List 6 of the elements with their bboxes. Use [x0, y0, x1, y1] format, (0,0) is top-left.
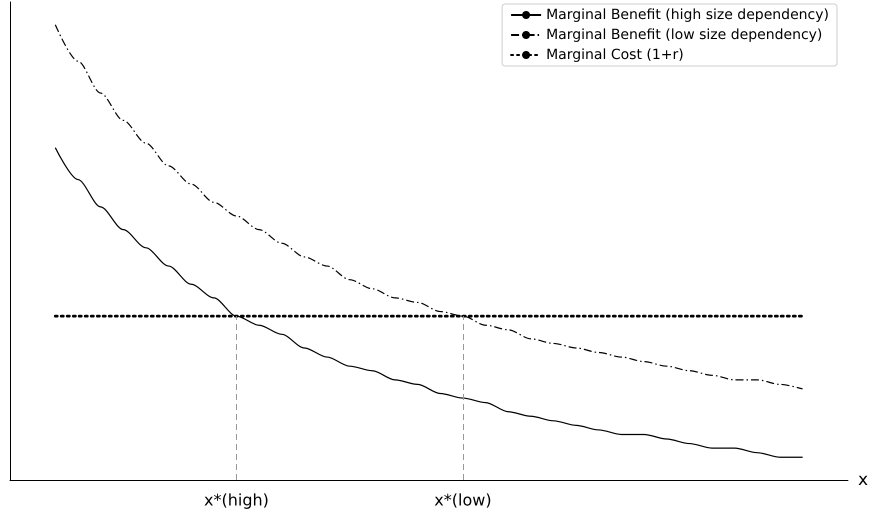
legend-label: Marginal Cost (1+r) [546, 47, 684, 63]
legend-label: Marginal Benefit (high size dependency) [546, 7, 830, 23]
x-axis-title: x [858, 470, 868, 490]
legend-label: Marginal Benefit (low size dependency) [546, 27, 822, 43]
x-tick-label: x*(low) [434, 490, 492, 510]
x-tick-label: x*(high) [204, 490, 269, 510]
